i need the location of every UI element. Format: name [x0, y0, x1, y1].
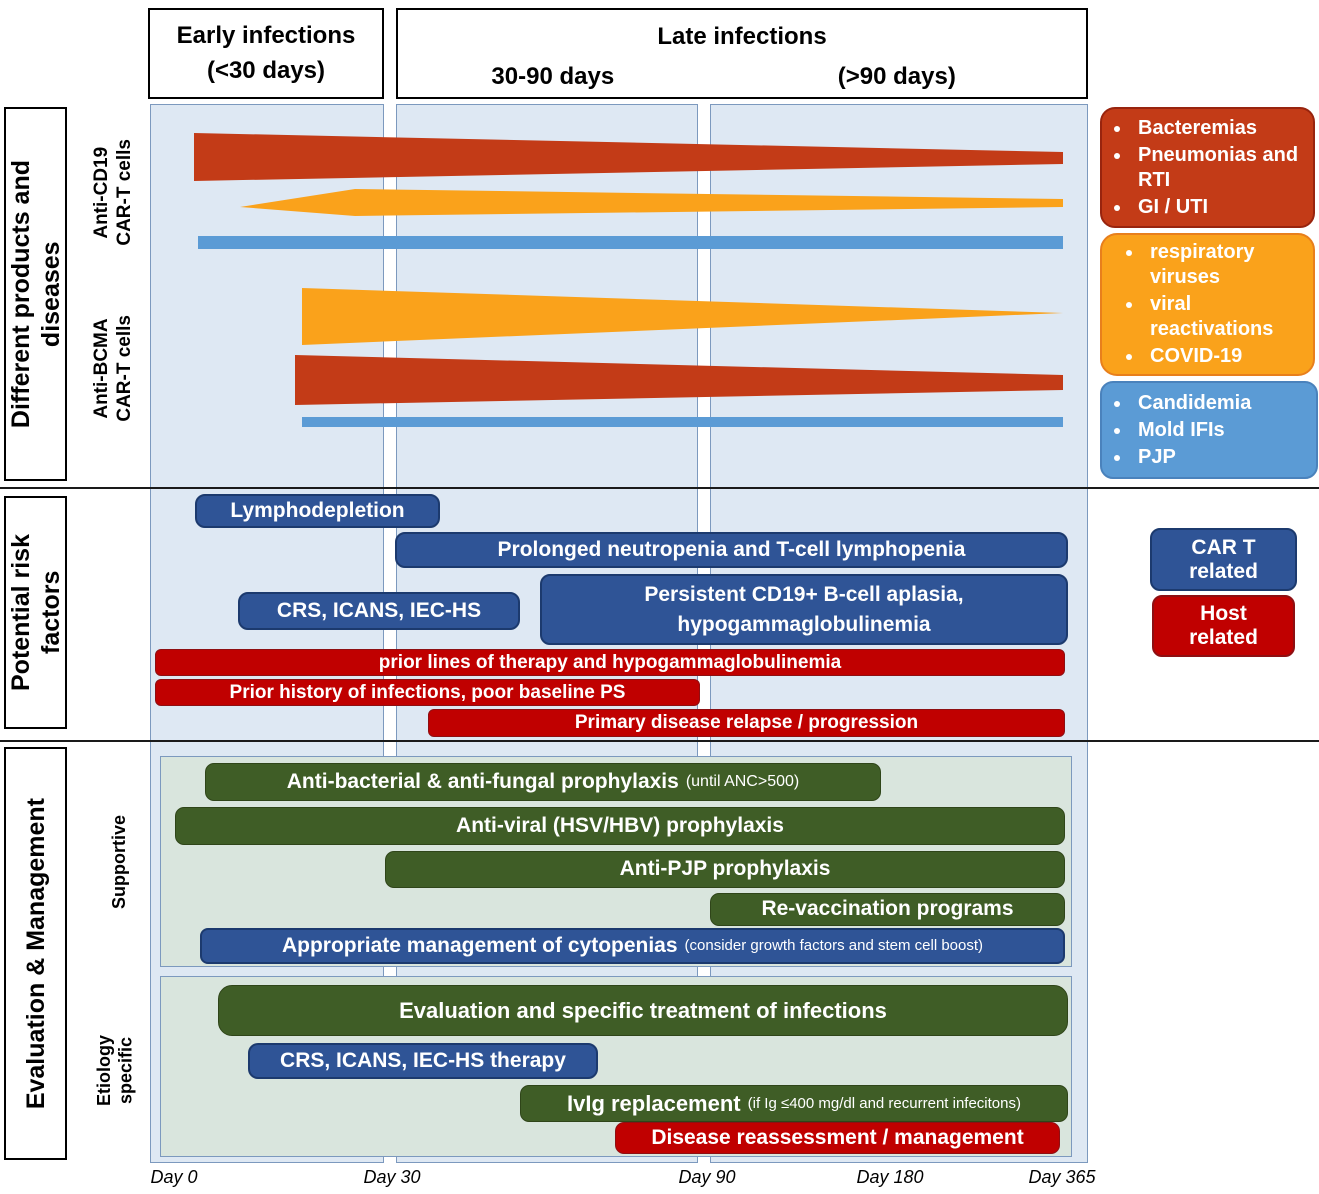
risk-bar-crs-icans-text: CRS, ICANS, IEC-HS — [276, 598, 482, 622]
legend-item: Candidemia — [1132, 391, 1251, 416]
axis-day-365: Day 365 — [1028, 1167, 1096, 1187]
legend-item: Mold IFIs — [1132, 418, 1251, 443]
risk-bar-prior-lines: prior lines of therapy and hypogammaglob… — [155, 649, 1065, 676]
mgmt-bar-revaccination: Re-vaccination programs — [710, 893, 1065, 926]
legend-bacterial-list: Bacteremias Pneumonias and RTI GI / UTI — [1102, 114, 1313, 222]
risk-bar-prior-history-text: Prior history of infections, poor baseli… — [229, 681, 626, 703]
mgmt-bar-reassessment-text: Disease reassessment / management — [651, 1125, 1024, 1149]
incidence-bands — [194, 133, 1063, 427]
mgmt-bar-antiviral: Anti-viral (HSV/HBV) prophylaxis — [175, 807, 1065, 845]
risk-bar-relapse-text: Primary disease relapse / progression — [574, 712, 919, 734]
row-label-supportive: Supportive — [103, 795, 137, 930]
risk-bar-persistent-aplasia: Persistent CD19+ B-cell aplasia, hypogam… — [540, 574, 1068, 645]
legend-item: COVID-19 — [1144, 344, 1307, 369]
risk-bar-persistent-aplasia-text: Persistent CD19+ B-cell aplasia, hypogam… — [644, 583, 964, 636]
header-late-30-90: 30-90 days — [491, 62, 615, 90]
axis-day-180: Day 180 — [856, 1167, 924, 1187]
mgmt-bar-evaluation: Evaluation and specific treatment of inf… — [218, 985, 1068, 1036]
bcma-viral-band — [302, 288, 1063, 345]
mgmt-bar-revaccination-text: Re-vaccination programs — [761, 897, 1014, 921]
legend-host-related: Host related — [1152, 595, 1295, 657]
legend-item: viral reactivations — [1144, 292, 1307, 342]
legend-viral-list: respiratory viruses viral reactivations … — [1102, 238, 1313, 371]
legend-fungal-list: Candidemia Mold IFIs PJP — [1102, 389, 1257, 472]
legend-host-related-text: Host related — [1189, 602, 1258, 649]
mgmt-bar-cytopenias-text: Appropriate management of cytopenias — [281, 933, 678, 957]
row-label-anti-bcma: Anti-BCMA CAR-T cells — [88, 293, 140, 443]
section-products-label: Different products and diseases — [6, 159, 65, 429]
legend-item: Pneumonias and RTI — [1132, 143, 1307, 193]
section-management-label: Evaluation & Management — [21, 797, 50, 1110]
axis-day-30: Day 30 — [363, 1167, 421, 1187]
mgmt-bar-antibacterial-note: (until ANC>500) — [685, 772, 800, 790]
axis-day-0: Day 0 — [150, 1167, 198, 1187]
legend-item: GI / UTI — [1132, 195, 1307, 220]
section-risk-label: Potential risk factors — [6, 534, 65, 691]
row-label-anti-cd19-text: Anti-CD19 CAR-T cells — [91, 139, 135, 246]
risk-bar-neutropenia-text: Prolonged neutropenia and T-cell lymphop… — [497, 537, 966, 561]
mgmt-bar-antibacterial: Anti-bacterial & anti-fungal prophylaxis… — [205, 763, 881, 801]
row-label-etiology-text: Etiology specific — [94, 1035, 136, 1106]
mgmt-bar-evaluation-text: Evaluation and specific treatment of inf… — [399, 997, 887, 1023]
mgmt-bar-antiviral-text: Anti-viral (HSV/HBV) prophylaxis — [456, 813, 784, 837]
bcma-bacterial-band — [295, 355, 1063, 405]
risk-bar-relapse: Primary disease relapse / progression — [428, 709, 1065, 737]
bcma-fungal-band — [302, 417, 1063, 427]
risk-bar-neutropenia: Prolonged neutropenia and T-cell lymphop… — [395, 532, 1068, 568]
legend-item: Bacteremias — [1132, 116, 1307, 141]
section-products-box: Different products and diseases — [4, 107, 67, 481]
header-early-infections: Early infections (<30 days) — [148, 8, 384, 99]
row-label-anti-bcma-text: Anti-BCMA CAR-T cells — [91, 314, 135, 422]
row-label-supportive-text: Supportive — [109, 815, 130, 910]
header-late-subrow: 30-90 days (>90 days) — [398, 63, 1086, 91]
header-late-title: Late infections — [657, 23, 827, 50]
mgmt-bar-ivig: IvIg replacement (if Ig ≤400 mg/dl and r… — [520, 1085, 1068, 1122]
mgmt-bar-antipjp: Anti-PJP prophylaxis — [385, 851, 1065, 888]
mgmt-bar-ivig-note: (if Ig ≤400 mg/dl and recurrent infecito… — [747, 1094, 1021, 1112]
risk-bar-lymphodepletion-text: Lymphodepletion — [230, 498, 405, 522]
mgmt-bar-crs-therapy-text: CRS, ICANS, IEC-HS therapy — [280, 1048, 566, 1072]
mgmt-bar-antipjp-text: Anti-PJP prophylaxis — [619, 857, 831, 881]
mgmt-bar-antibacterial-text: Anti-bacterial & anti-fungal prophylaxis — [286, 769, 679, 793]
mgmt-bar-cytopenias: Appropriate management of cytopenias (co… — [200, 928, 1065, 964]
section-management-box: Evaluation & Management — [4, 747, 67, 1160]
legend-car-t-related: CAR T related — [1150, 528, 1297, 591]
risk-bar-lymphodepletion: Lymphodepletion — [195, 494, 440, 528]
row-label-etiology: Etiology specific — [93, 1008, 139, 1133]
separator-risk-management — [0, 740, 1319, 742]
mgmt-bar-crs-therapy: CRS, ICANS, IEC-HS therapy — [248, 1043, 598, 1079]
axis-day-90: Day 90 — [678, 1167, 736, 1187]
cd19-bacterial-band — [194, 133, 1063, 181]
legend-item: PJP — [1132, 445, 1251, 470]
header-late-over-90: (>90 days) — [837, 62, 956, 90]
header-early-text: Early infections (<30 days) — [176, 21, 356, 84]
legend-car-t-related-text: CAR T related — [1189, 535, 1258, 583]
risk-bar-prior-lines-text: prior lines of therapy and hypogammaglob… — [378, 651, 842, 673]
risk-bar-crs-icans: CRS, ICANS, IEC-HS — [238, 592, 520, 630]
cd19-fungal-band — [198, 236, 1063, 249]
legend-bacterial-infections: Bacteremias Pneumonias and RTI GI / UTI — [1100, 107, 1315, 228]
section-risk-box: Potential risk factors — [4, 496, 67, 729]
legend-viral-infections: respiratory viruses viral reactivations … — [1100, 233, 1315, 376]
legend-item: respiratory viruses — [1144, 240, 1307, 290]
row-label-anti-cd19: Anti-CD19 CAR-T cells — [88, 130, 140, 255]
mgmt-bar-ivig-text: IvIg replacement — [566, 1090, 741, 1116]
cd19-viral-band — [240, 189, 1063, 216]
mgmt-bar-reassessment: Disease reassessment / management — [615, 1122, 1060, 1154]
legend-fungal-infections: Candidemia Mold IFIs PJP — [1100, 381, 1318, 479]
risk-bar-prior-history: Prior history of infections, poor baseli… — [155, 679, 700, 706]
mgmt-bar-cytopenias-note: (consider growth factors and stem cell b… — [684, 937, 984, 955]
separator-products-risk — [0, 487, 1319, 489]
header-late-infections: Late infections 30-90 days (>90 days) — [396, 8, 1088, 99]
